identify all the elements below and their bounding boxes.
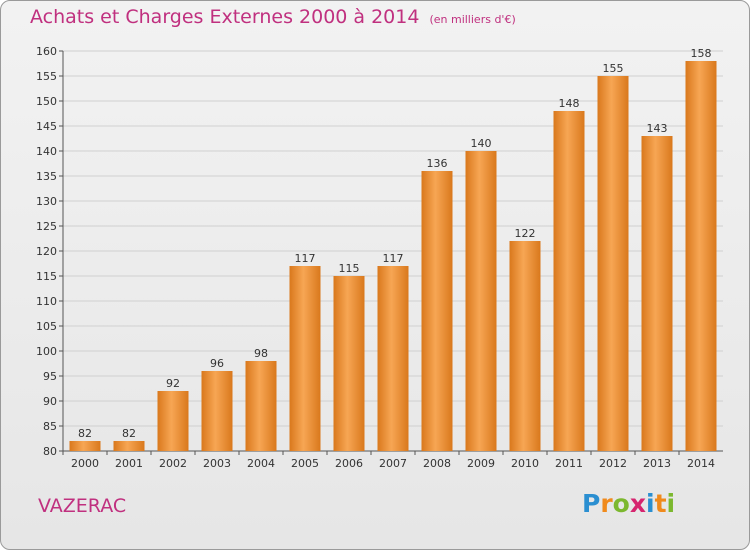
logo-letter: r: [600, 489, 613, 518]
axes: 80 85 90 95 100 105 110 115 120 125 130 135 140 145 15…: [36, 45, 723, 470]
value-label-2009: 140: [471, 137, 492, 150]
logo-letter: x: [629, 489, 646, 518]
x-tick-label-2001: 2001: [115, 457, 143, 470]
logo-letter: i: [666, 489, 676, 518]
chart-title: Achats et Charges Externes 2000 à 2014 (e…: [30, 6, 516, 28]
value-label-2013: 143: [647, 122, 668, 135]
x-tick-label-2007: 2007: [379, 457, 407, 470]
y-tick-label: 130: [36, 195, 57, 208]
commune-name: VAZERAC: [38, 495, 127, 517]
bars: 82 82 92 96 98 117 115 117 136 140 122 148 155 143 158: [69, 47, 717, 451]
bar-2003: [201, 371, 233, 451]
bar-2012: [597, 76, 629, 451]
x-tick-label-2013: 2013: [643, 457, 671, 470]
value-label-2006: 115: [339, 262, 360, 275]
bar-2006: [333, 276, 365, 451]
bar-2009: [465, 151, 497, 451]
value-label-2000: 82: [78, 427, 92, 440]
x-tick-label-2002: 2002: [159, 457, 187, 470]
value-label-2001: 82: [122, 427, 136, 440]
bar-2014: [685, 61, 717, 451]
y-tick-label: 120: [36, 245, 57, 258]
chart-title-text: Achats et Charges Externes 2000 à 2014: [30, 6, 420, 28]
y-tick-label: 150: [36, 95, 57, 108]
x-tick-label-2008: 2008: [423, 457, 451, 470]
y-tick-label: 145: [36, 120, 57, 133]
y-tick-label: 160: [36, 45, 57, 58]
logo-letter: o: [612, 489, 630, 518]
bar-2013: [641, 136, 673, 451]
x-tick-label-2014: 2014: [687, 457, 715, 470]
value-label-2003: 96: [210, 357, 224, 370]
y-tick-label: 110: [36, 295, 57, 308]
y-tick-label: 100: [36, 345, 57, 358]
y-tick-label: 95: [43, 370, 57, 383]
bar-2002: [157, 391, 189, 451]
y-tick-label: 80: [43, 445, 57, 458]
y-tick-label: 135: [36, 170, 57, 183]
bar-2007: [377, 266, 409, 451]
bar-2001: [113, 441, 145, 451]
unit-label: (en milliers d'€): [429, 13, 516, 26]
x-tick-label-2011: 2011: [555, 457, 583, 470]
bar-2000: [69, 441, 101, 451]
bar-2010: [509, 241, 541, 451]
y-tick-label: 85: [43, 420, 57, 433]
logo-letter: P: [582, 489, 601, 518]
logo-letter: t: [654, 489, 667, 518]
bar-2005: [289, 266, 321, 451]
y-tick-label: 125: [36, 220, 57, 233]
y-tick-label: 115: [36, 270, 57, 283]
y-tick-label: 155: [36, 70, 57, 83]
value-label-2002: 92: [166, 377, 180, 390]
x-tick-label-2003: 2003: [203, 457, 231, 470]
x-tick-label-2004: 2004: [247, 457, 275, 470]
bar-2004: [245, 361, 277, 451]
value-label-2014: 158: [691, 47, 712, 60]
value-label-2010: 122: [515, 227, 536, 240]
x-tick-label-2000: 2000: [71, 457, 99, 470]
proxiti-logo: Proxiti: [582, 489, 675, 518]
bar-2008: [421, 171, 453, 451]
y-tick-label: 90: [43, 395, 57, 408]
value-label-2012: 155: [603, 62, 624, 75]
value-label-2007: 117: [383, 252, 404, 265]
value-label-2005: 117: [295, 252, 316, 265]
y-tick-label: 140: [36, 145, 57, 158]
y-tick-label: 105: [36, 320, 57, 333]
x-tick-label-2006: 2006: [335, 457, 363, 470]
x-tick-label-2010: 2010: [511, 457, 539, 470]
bar-2011: [553, 111, 585, 451]
value-label-2011: 148: [559, 97, 580, 110]
x-tick-label-2012: 2012: [599, 457, 627, 470]
value-label-2008: 136: [427, 157, 448, 170]
x-tick-label-2005: 2005: [291, 457, 319, 470]
value-label-2004: 98: [254, 347, 268, 360]
logo-letter: i: [646, 489, 655, 518]
x-tick-label-2009: 2009: [467, 457, 495, 470]
